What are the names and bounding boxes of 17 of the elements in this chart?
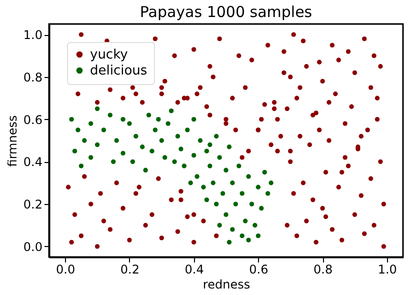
legend-label: delicious [90,64,148,78]
chart-title: Papayas 1000 samples [140,3,312,21]
y-tick-label: 0.8 [23,70,42,84]
x-tick-label: 1.0 [378,262,397,276]
x-tick-label: 0.2 [120,262,140,276]
x-tick-label: 0.0 [56,262,76,276]
y-tick-label: 0.4 [23,155,42,170]
y-axis-title: firmness [5,115,20,167]
x-tick-label: 0.4 [184,262,204,276]
legend-label: yucky [90,48,128,62]
y-tick-label: 1.0 [23,28,42,42]
y-tick-label: 0.2 [23,198,42,212]
y-tick-label: 0.6 [23,112,42,127]
x-tick-label: 0.8 [314,262,333,276]
x-tick-label: 0.6 [249,262,268,276]
x-axis-title: redness [202,278,250,292]
y-tick-label: 0.0 [23,240,42,254]
